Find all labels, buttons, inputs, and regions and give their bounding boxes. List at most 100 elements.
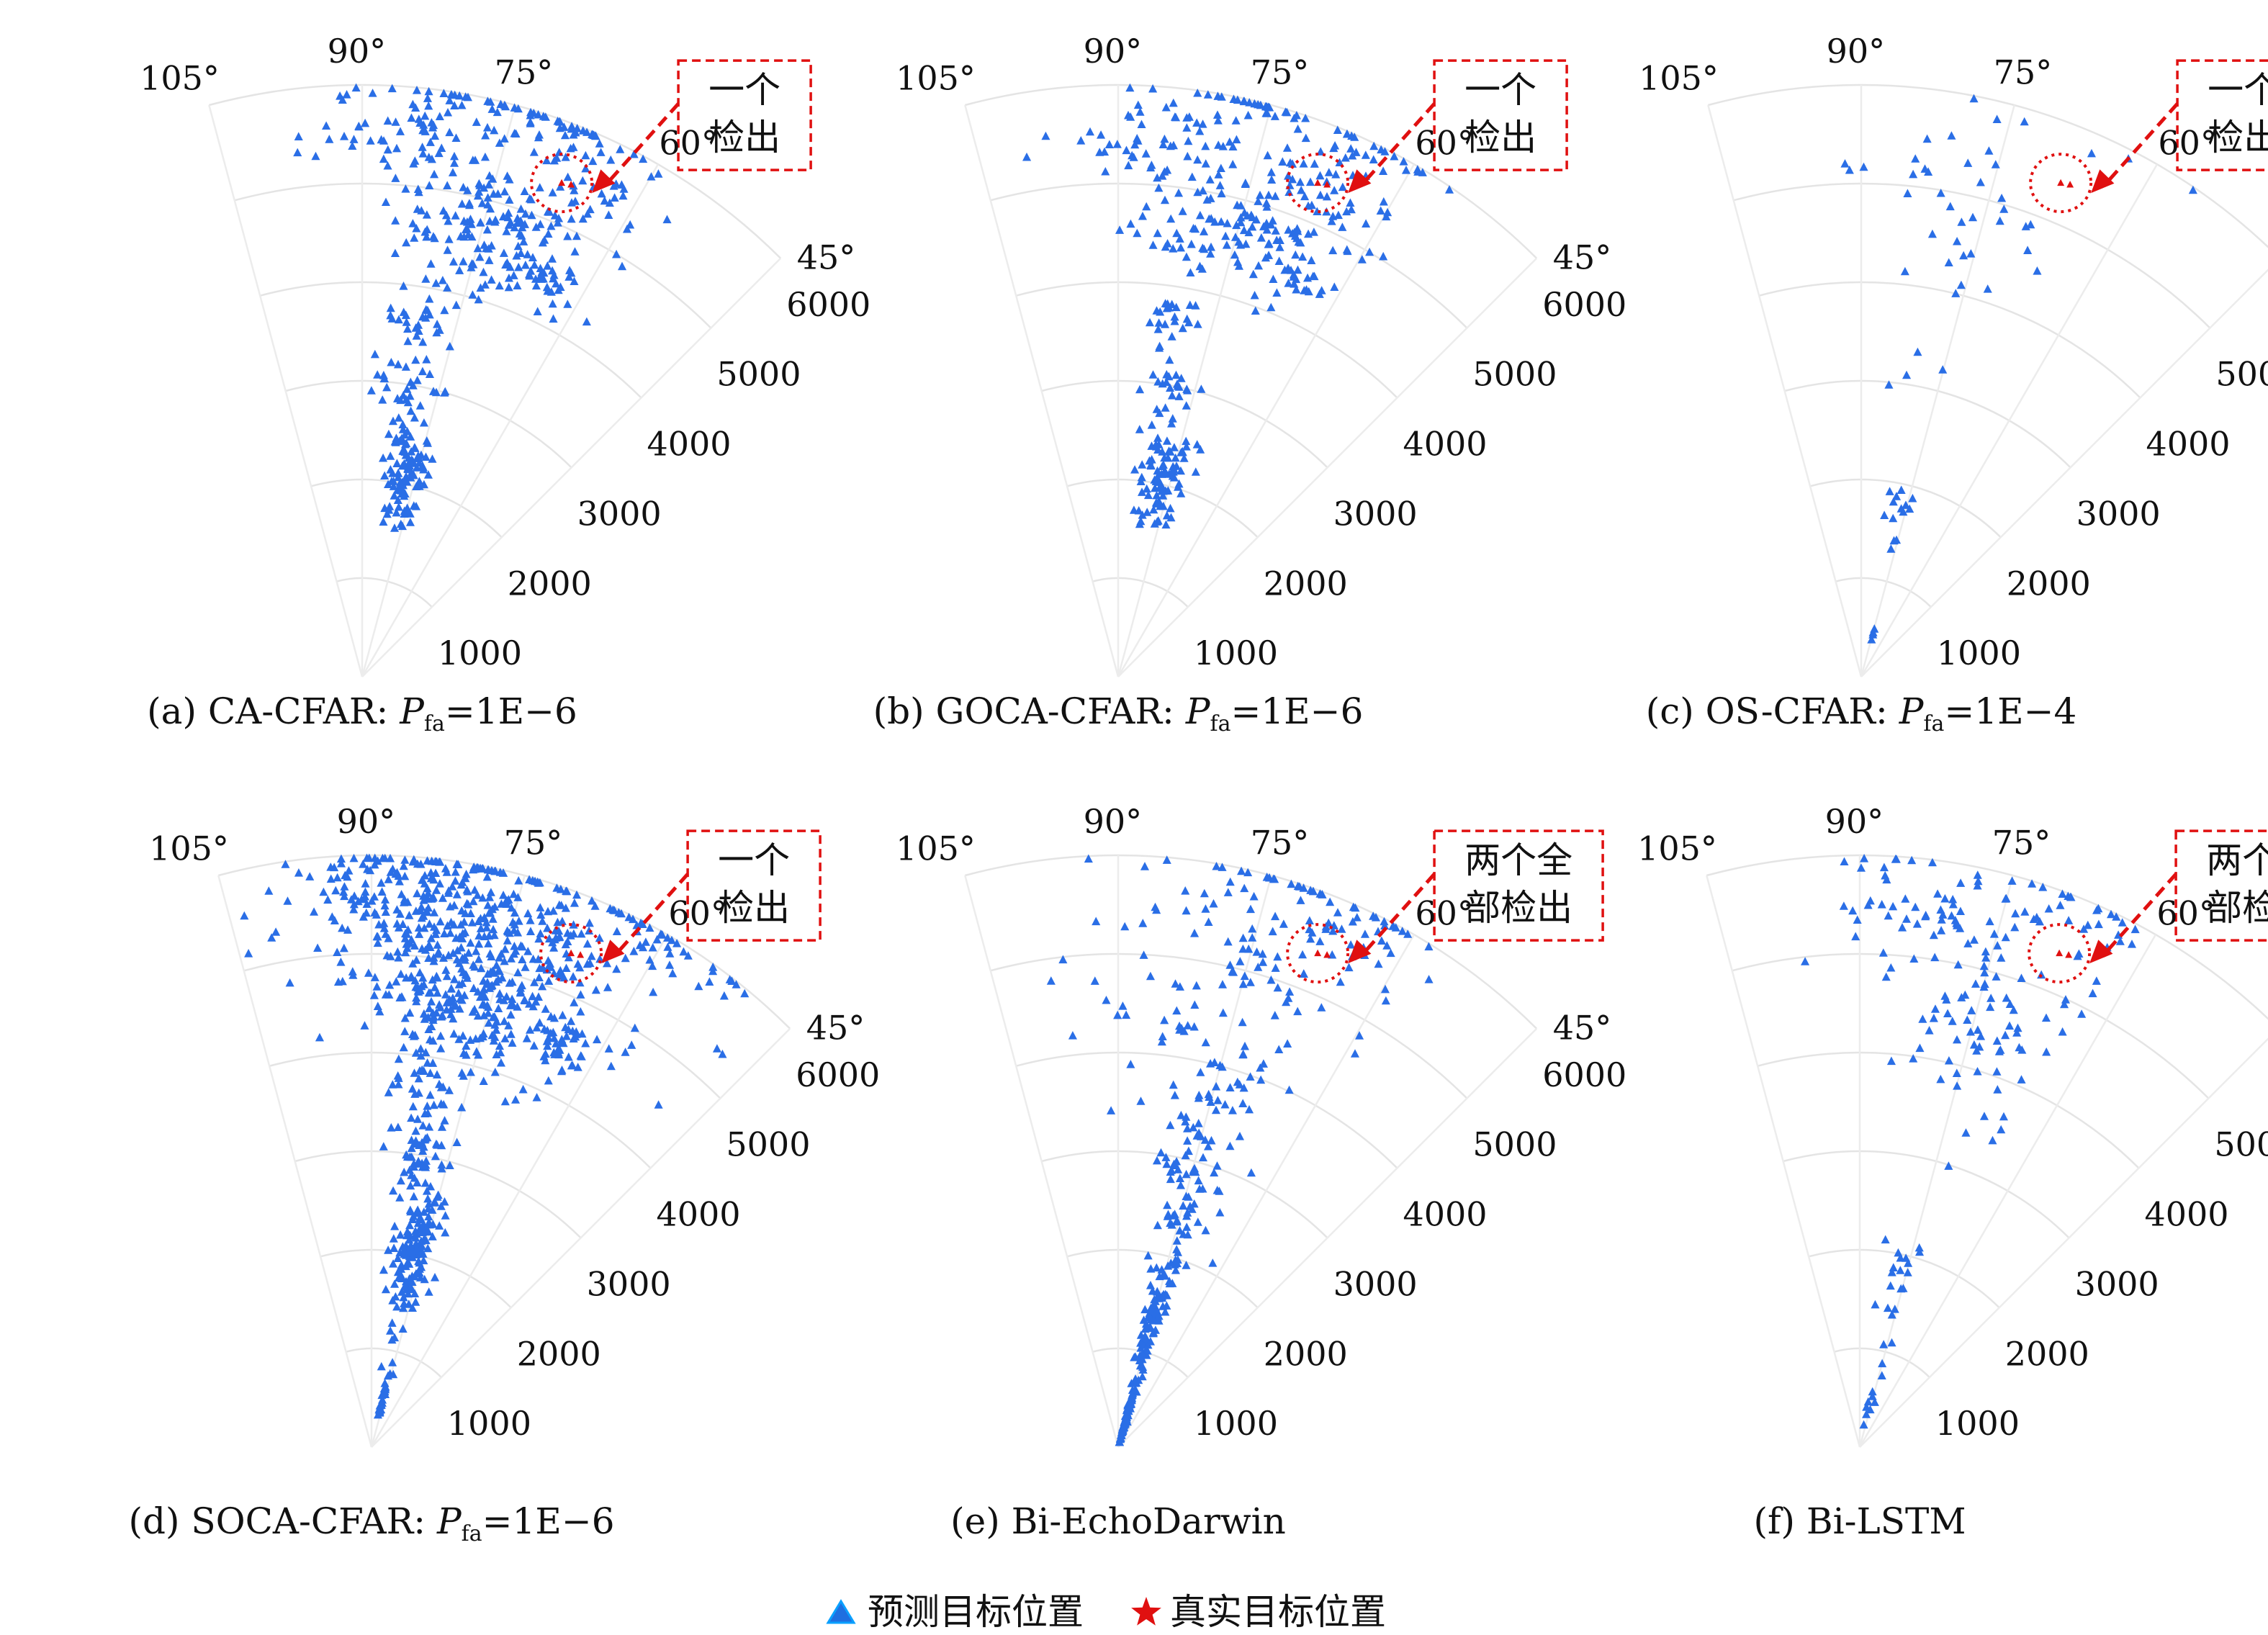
predicted-point — [1204, 1142, 1213, 1150]
predicted-point — [518, 955, 527, 963]
predicted-point — [392, 433, 401, 442]
predicted-point — [1232, 135, 1241, 144]
predicted-point — [1306, 934, 1315, 943]
predicted-point — [732, 980, 741, 988]
predicted-point — [1921, 911, 1930, 921]
predicted-point — [421, 274, 431, 283]
predicted-point — [532, 1093, 541, 1102]
predicted-point — [375, 1006, 384, 1016]
predicted-point — [1338, 182, 1347, 192]
predicted-point — [412, 993, 421, 1002]
predicted-point — [333, 873, 342, 882]
predicted-point — [500, 1096, 510, 1106]
predicted-point — [1236, 217, 1246, 227]
predicted-point — [1213, 116, 1223, 125]
predicted-point — [1122, 145, 1131, 155]
predicted-point — [504, 274, 513, 282]
predicted-point — [1868, 628, 1878, 636]
predicted-point — [525, 269, 534, 279]
predicted-point — [379, 1142, 388, 1150]
predicted-point — [1266, 220, 1276, 229]
predicted-point — [1870, 1397, 1879, 1406]
predicted-point — [377, 878, 386, 887]
predicted-point — [499, 891, 508, 899]
predicted-point — [1898, 923, 1907, 932]
predicted-point — [1212, 110, 1222, 119]
predicted-point — [1948, 895, 1958, 904]
predicted-point — [505, 928, 514, 937]
predicted-point — [570, 247, 580, 256]
predicted-point — [1948, 900, 1958, 909]
predicted-point — [448, 168, 457, 176]
predicted-point — [483, 901, 492, 909]
predicted-point — [2087, 148, 2096, 158]
predicted-point — [1882, 875, 1891, 884]
predicted-point — [1298, 950, 1308, 959]
predicted-point — [1162, 1301, 1171, 1310]
predicted-point — [571, 1032, 580, 1041]
predicted-point — [536, 220, 545, 228]
predicted-point — [1973, 870, 1982, 879]
predicted-point — [414, 326, 423, 335]
predicted-point — [506, 954, 516, 963]
predicted-point — [405, 1242, 415, 1251]
predicted-point — [392, 1302, 402, 1311]
predicted-point — [415, 401, 425, 410]
predicted-point — [1909, 1054, 1918, 1063]
predicted-point — [393, 495, 402, 504]
predicted-point — [2130, 924, 2140, 934]
predicted-point — [1310, 159, 1319, 168]
predicted-point — [545, 959, 554, 968]
predicted-point — [548, 299, 557, 308]
predicted-point — [405, 1284, 414, 1293]
true-target-point — [567, 949, 575, 957]
predicted-point — [432, 1008, 441, 1017]
predicted-point — [630, 1023, 639, 1032]
predicted-point — [1154, 1311, 1164, 1320]
predicted-point — [408, 99, 418, 109]
predicted-point — [1262, 873, 1272, 881]
predicted-point — [509, 889, 518, 898]
predicted-point — [434, 947, 444, 956]
grid-arc — [1757, 1051, 2140, 1169]
predicted-point — [1229, 968, 1238, 976]
predicted-point — [1156, 307, 1165, 316]
predicted-point — [449, 1029, 459, 1038]
predicted-point — [528, 253, 537, 261]
predicted-point — [2020, 907, 2030, 916]
predicted-point — [465, 200, 474, 210]
predicted-point — [437, 1164, 446, 1173]
predicted-point — [1196, 1068, 1205, 1076]
predicted-point — [1938, 910, 1948, 919]
predicted-point — [1161, 320, 1170, 328]
predicted-point — [418, 366, 427, 376]
predicted-point — [372, 932, 382, 941]
predicted-point — [1936, 1074, 1945, 1084]
predicted-point — [510, 222, 519, 232]
predicted-point — [588, 156, 598, 166]
predicted-point — [1100, 147, 1110, 156]
callout-box — [1433, 59, 1568, 171]
predicted-point — [313, 943, 323, 952]
predicted-point — [505, 978, 514, 987]
predicted-point — [1974, 876, 1983, 886]
predicted-point — [1262, 109, 1272, 117]
predicted-point — [409, 159, 418, 168]
predicted-point — [390, 1243, 399, 1252]
predicted-point — [1944, 1056, 1953, 1065]
predicted-point — [445, 1161, 454, 1169]
predicted-point — [408, 1303, 417, 1312]
predicted-point — [281, 860, 290, 868]
predicted-point — [449, 948, 458, 958]
predicted-point — [419, 891, 428, 900]
predicted-point — [1092, 916, 1101, 926]
predicted-point — [1902, 370, 1912, 379]
predicted-point — [387, 358, 396, 366]
predicted-point — [441, 1228, 450, 1237]
predicted-point — [424, 1212, 433, 1221]
predicted-point — [386, 303, 395, 312]
true-target-point — [1314, 949, 1322, 957]
predicted-point — [1142, 202, 1151, 211]
theta-tick-label: 75° — [1994, 53, 2053, 91]
predicted-point — [1866, 896, 1875, 905]
